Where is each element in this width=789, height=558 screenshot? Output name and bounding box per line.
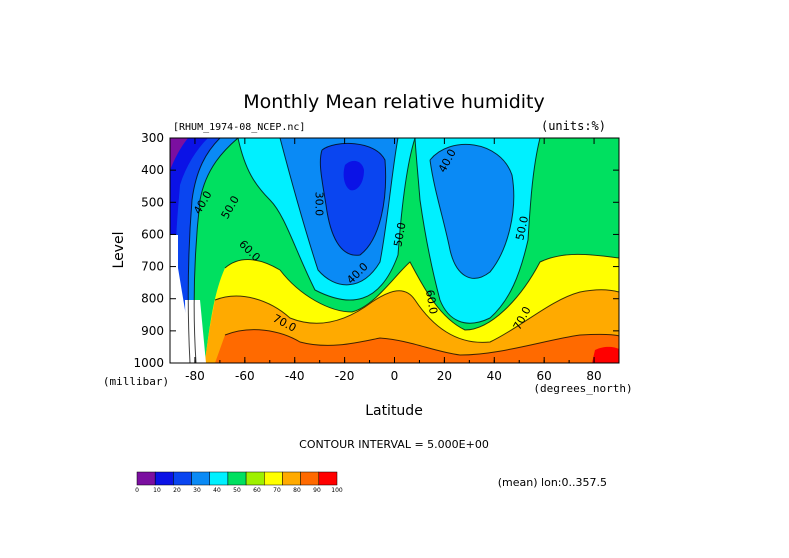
y-tick-label: 900 <box>141 324 164 338</box>
mean-note: (mean) lon:0..357.5 <box>498 476 607 489</box>
colorbar: 0 10 20 30 40 50 60 70 80 90 100 <box>135 471 343 494</box>
colorbar-tick-label: 90 <box>313 487 321 494</box>
colorbar-tick-label: 10 <box>153 487 161 494</box>
colorbar-swatch <box>282 471 301 486</box>
x-tick-label: 60 <box>537 369 552 383</box>
colorbar-tick-label: 80 <box>293 487 301 494</box>
colorbar-tick-label: 100 <box>331 487 343 494</box>
colorbar-tick-label: 40 <box>213 487 221 494</box>
colorbar-swatch <box>173 471 192 486</box>
colorbar-swatch <box>136 471 156 486</box>
y-tick-label: 600 <box>141 227 164 241</box>
x-tick-label: 20 <box>437 369 452 383</box>
x-tick-label: -60 <box>235 369 255 383</box>
y-tick-label: 300 <box>141 131 164 145</box>
x-tick-label: 40 <box>487 369 502 383</box>
contour-label: 50.0 <box>513 215 531 242</box>
y-axis-label: Level <box>111 232 127 269</box>
colorbar-swatch <box>300 471 320 486</box>
colorbar-tick-label: 50 <box>233 487 241 494</box>
y-tick-label: 800 <box>141 292 164 306</box>
colorbar-tick-label: 60 <box>253 487 261 494</box>
y-tick-label: 500 <box>141 195 164 209</box>
chart-title: Monthly Mean relative humidity <box>243 91 545 113</box>
x-tick-label: 80 <box>586 369 601 383</box>
y-axis-units: (millibar) <box>103 375 169 388</box>
colorbar-swatch <box>227 471 247 486</box>
colorbar-swatch <box>245 471 265 486</box>
colorbar-swatch <box>264 471 283 486</box>
x-tick-label: -20 <box>335 369 355 383</box>
y-tick-label: 700 <box>141 260 164 274</box>
colorbar-tick-label: 70 <box>273 487 281 494</box>
y-tick-label: 400 <box>141 163 164 177</box>
colorbar-tick-label: 30 <box>193 487 201 494</box>
colorbar-swatch <box>318 471 338 486</box>
units-label: (units:%) <box>541 119 606 133</box>
colorbar-tick-label: 20 <box>173 487 181 494</box>
contour-interval-note: CONTOUR INTERVAL = 5.000E+00 <box>299 438 489 451</box>
y-axis: 300 400 500 600 700 800 900 1000 <box>133 131 619 370</box>
colorbar-tick-label: 0 <box>135 487 139 494</box>
x-tick-label: -80 <box>185 369 205 383</box>
x-axis: -80 -60 -40 -20 0 20 40 60 80 <box>169 138 620 383</box>
x-tick-label: -40 <box>285 369 305 383</box>
dataset-label: [RHUM_1974-08_NCEP.nc] <box>173 122 305 133</box>
contour-label: 60.0 <box>423 289 440 315</box>
plot-area: 40.0 50.060.070.030.040.050.060.040.050.0… <box>169 137 620 364</box>
colorbar-swatch <box>191 471 210 486</box>
x-axis-label: Latitude <box>365 403 423 419</box>
contour-label: 50.0 <box>391 221 408 247</box>
y-tick-label: 1000 <box>133 356 164 370</box>
contour-label: 30.0 <box>313 192 326 217</box>
colorbar-swatch <box>209 471 229 486</box>
x-axis-units: (degrees_north) <box>533 382 632 395</box>
x-tick-label: 0 <box>391 369 399 383</box>
colorbar-swatch <box>154 471 174 486</box>
